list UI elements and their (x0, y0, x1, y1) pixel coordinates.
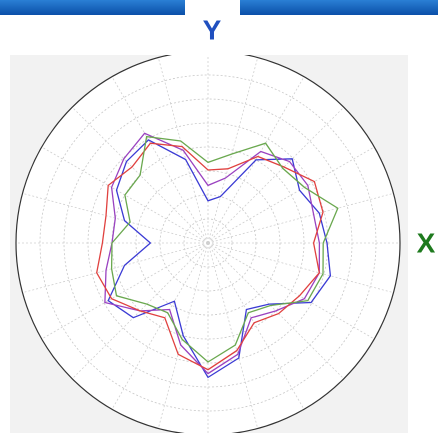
grid-spoke (111, 76, 209, 244)
grid-spoke (207, 146, 375, 244)
grid-spoke (207, 242, 259, 429)
grid-spoke (157, 242, 209, 429)
grid-spoke (71, 242, 209, 380)
grid-ring (15, 55, 401, 433)
grid-spoke (41, 242, 209, 340)
grid-spoke (111, 242, 209, 410)
grid-spoke (207, 242, 305, 410)
polar-plot (15, 55, 401, 433)
grid-spoke (207, 242, 394, 294)
x-axis-label: X (417, 227, 436, 258)
header-bar (240, 0, 438, 15)
grid-spoke (22, 192, 209, 244)
series-line (110, 135, 339, 363)
grid-spoke (207, 57, 259, 244)
grid-spoke (71, 106, 209, 244)
grid-spoke (207, 192, 394, 244)
series-line (96, 142, 324, 371)
grid-spoke (207, 242, 375, 340)
grid-spoke (157, 57, 209, 244)
header-bar (0, 0, 185, 15)
grid-spoke (207, 106, 345, 244)
y-axis-label: Y (203, 14, 222, 45)
grid-spoke (22, 242, 209, 294)
series-line (107, 139, 332, 379)
